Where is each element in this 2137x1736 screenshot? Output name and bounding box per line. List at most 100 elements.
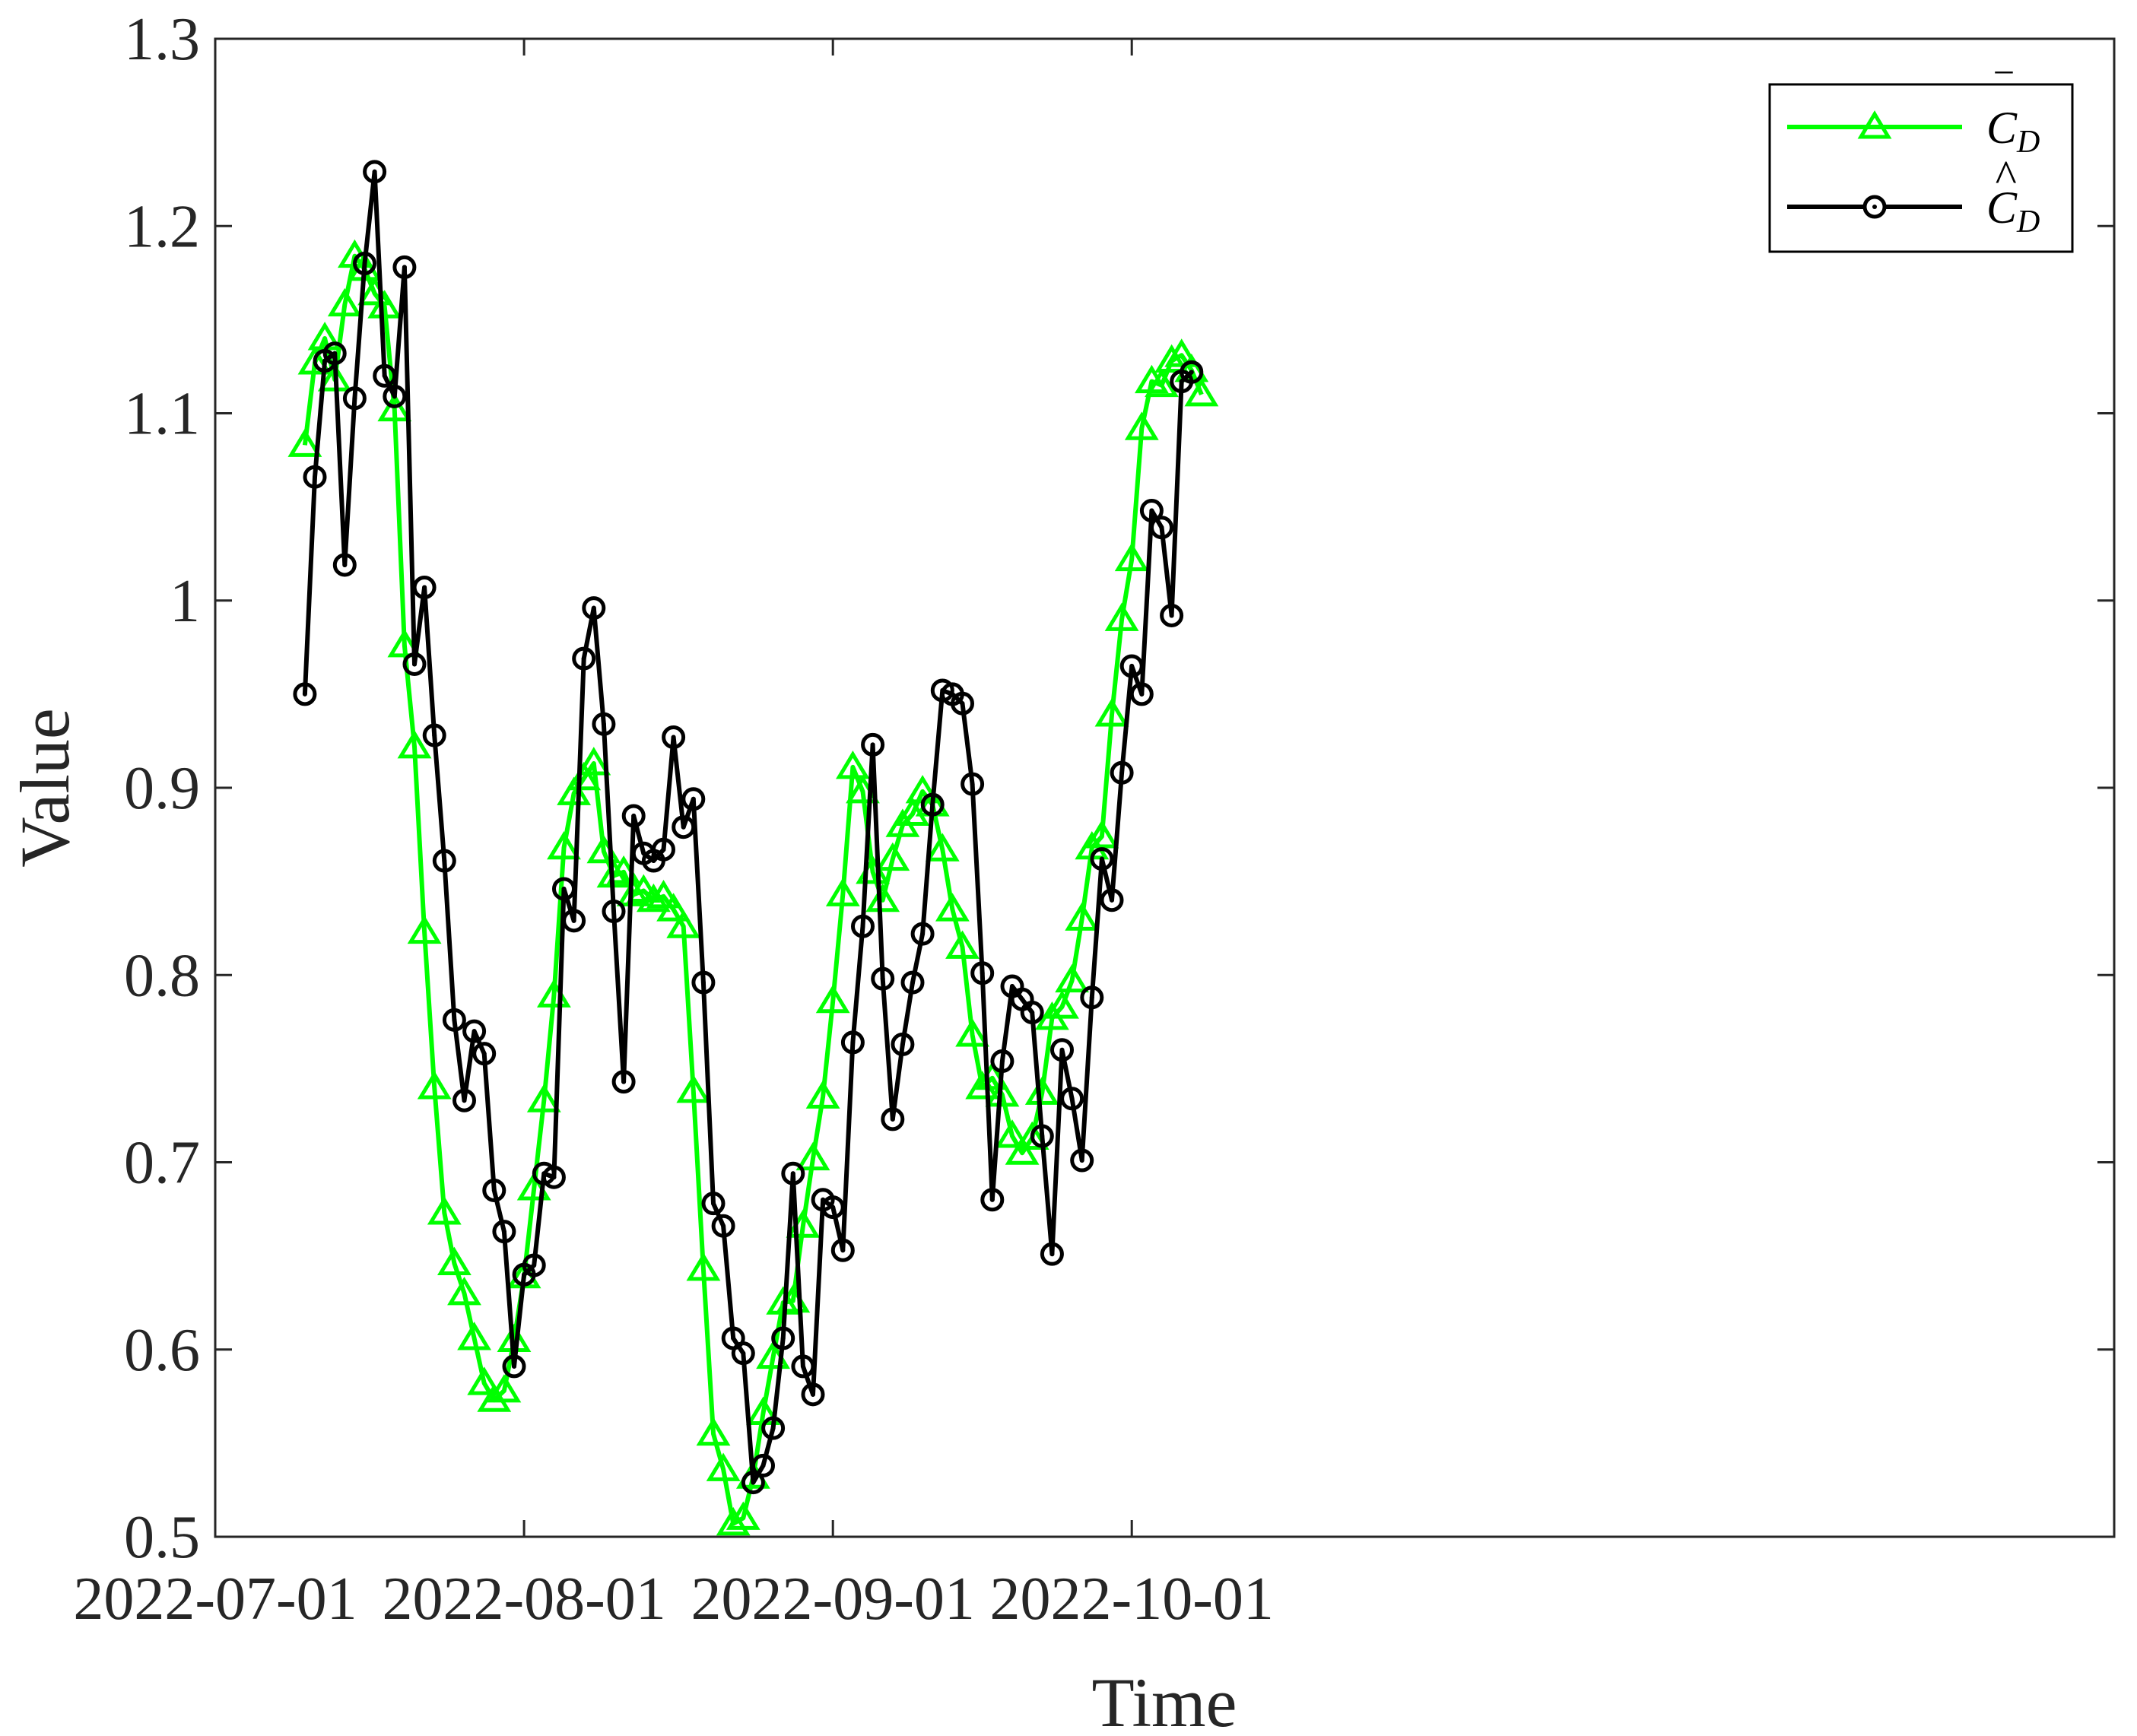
y-tick-label: 0.7: [124, 1130, 200, 1197]
data-point-dot: [910, 980, 915, 985]
data-point-circle: [422, 723, 446, 747]
data-point-ring: [1100, 888, 1124, 912]
data-point-ring: [1060, 1087, 1084, 1111]
data-point-circle: [1100, 888, 1124, 912]
data-point-ring: [462, 1019, 487, 1043]
data-point-ring: [492, 1220, 516, 1244]
data-point-ring: [951, 691, 974, 716]
data-point-triangle: [457, 1322, 492, 1350]
y-tick-label: 0.9: [124, 755, 200, 822]
data-point-ring: [442, 1008, 466, 1032]
data-point-circle: [582, 596, 606, 620]
data-point-dot: [621, 1079, 627, 1084]
data-point-dot: [611, 909, 616, 914]
data-point-circle: [1090, 847, 1114, 871]
data-point-triangle: [387, 628, 422, 658]
data-point-ring: [1150, 516, 1173, 540]
data-point-triangle: [327, 287, 362, 317]
data-point-dot: [960, 701, 965, 706]
legend: ‾ CD ^ CD: [1768, 68, 2074, 253]
data-point-ring: [791, 1354, 815, 1379]
y-tick-label: 0.5: [124, 1504, 200, 1571]
data-point-dot: [313, 474, 317, 480]
data-point-circle: [761, 1416, 786, 1440]
data-point-ring: [402, 652, 427, 676]
data-point-ring: [1160, 603, 1184, 627]
data-point-ring: [332, 553, 357, 577]
legend-subscript: D: [2016, 125, 2040, 160]
data-point-circle: [472, 1042, 497, 1066]
data-point-dot: [1119, 770, 1125, 776]
data-point-circle: [383, 384, 407, 408]
data-point-triangle: [726, 1501, 760, 1530]
legend-base: C: [1986, 182, 2018, 233]
data-point-circle: [1150, 516, 1173, 540]
data-point-ring: [691, 970, 716, 995]
data-point-dot: [760, 1463, 766, 1468]
legend-accent: ^: [1994, 151, 2016, 202]
data-point-circle: [363, 160, 387, 184]
data-point-ring: [961, 772, 985, 796]
data-point-dot: [561, 886, 567, 891]
data-point-ring: [412, 576, 437, 600]
data-point-dot: [900, 1042, 905, 1047]
data-point-dot: [989, 1197, 995, 1202]
data-point-dot: [472, 1029, 477, 1034]
data-point-circle: [711, 1214, 735, 1238]
data-point-dot: [551, 1175, 557, 1180]
data-point-dot: [691, 796, 696, 801]
data-point-dot: [522, 1272, 527, 1277]
data-point-circle: [412, 576, 437, 600]
data-point-triangle: [1084, 820, 1119, 849]
data-point-dot: [491, 1188, 497, 1193]
data-point-ring: [741, 1471, 765, 1495]
data-point-ring: [541, 1165, 566, 1189]
data-point-triangle: [706, 1452, 741, 1481]
legend-label-c-hat: CD: [1986, 182, 2040, 240]
data-point-dot: [1189, 370, 1194, 375]
data-point-circle: [851, 914, 875, 938]
data-point-ring: [1030, 1124, 1054, 1148]
data-point-circle: [293, 682, 317, 706]
data-point-dot: [1079, 1158, 1084, 1163]
data-point-triangle: [636, 883, 671, 912]
data-point-circle: [392, 255, 417, 279]
data-point-dot: [970, 782, 975, 787]
data-point-ring: [1070, 1148, 1094, 1173]
data-point-triangle: [576, 747, 611, 776]
data-point-triangle: [1114, 542, 1149, 572]
data-point-dot: [950, 691, 955, 697]
data-point-dot: [811, 1392, 815, 1397]
data-point-ring: [522, 1253, 546, 1277]
data-point-dot: [532, 1262, 537, 1268]
data-point-circle: [602, 900, 626, 924]
data-point-circle: [402, 652, 427, 676]
data-point-ring: [990, 1049, 1015, 1074]
data-point-circle: [621, 804, 646, 828]
data-point-dot: [1139, 691, 1145, 697]
data-point-circle: [1060, 1087, 1084, 1111]
data-point-dot: [302, 691, 307, 697]
x-axis: 2022-07-01 2022-08-01 2022-09-01 2022-10-01: [73, 39, 1274, 1633]
data-point-dot: [1089, 995, 1094, 1000]
data-point-circle: [910, 922, 935, 946]
data-point-triangle: [795, 1141, 830, 1171]
data-point-ring: [353, 252, 376, 275]
x-tick-label: 2022-08-01: [382, 1566, 665, 1633]
data-point-dot: [442, 858, 447, 864]
data-point-triangle: [825, 878, 860, 906]
data-point-ring: [891, 1032, 915, 1056]
data-point-circle: [452, 1088, 476, 1112]
data-point-triangle: [547, 830, 581, 860]
data-point-triangle: [1065, 902, 1100, 931]
data-point-ring: [602, 900, 626, 924]
legend-entry-c-hat: ^ CD: [1787, 151, 2040, 240]
data-point-dot: [1020, 997, 1025, 1002]
data-point-circle: [891, 1032, 915, 1056]
data-point-triangle: [1055, 963, 1090, 993]
data-point-dot: [980, 970, 985, 976]
legend-accent: ‾: [1995, 68, 2013, 118]
data-point-ring: [562, 909, 586, 933]
data-point-circle: [970, 961, 995, 985]
data-point-dot: [512, 1363, 516, 1369]
